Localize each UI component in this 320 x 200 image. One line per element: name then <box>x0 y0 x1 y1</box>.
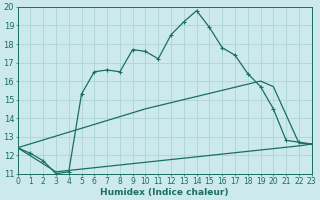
X-axis label: Humidex (Indice chaleur): Humidex (Indice chaleur) <box>100 188 229 197</box>
